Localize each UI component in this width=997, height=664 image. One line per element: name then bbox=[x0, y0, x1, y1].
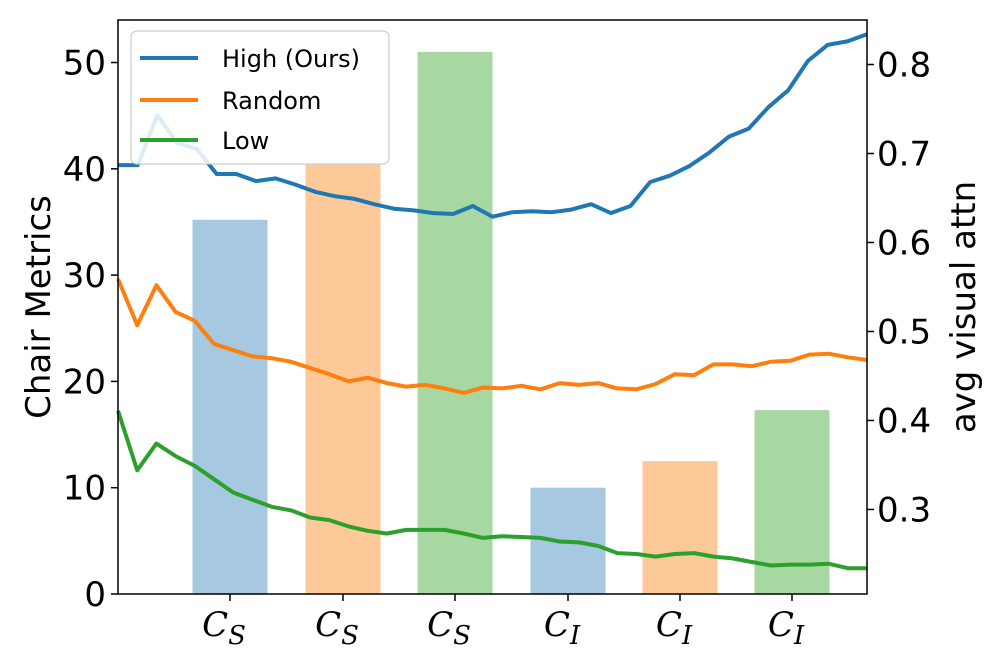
category-label: CI bbox=[544, 605, 581, 651]
right-tick-label: 0.6 bbox=[877, 223, 931, 263]
legend-label-low: Low bbox=[222, 127, 269, 155]
category-label: CS bbox=[427, 605, 471, 651]
bar-5 bbox=[642, 461, 718, 594]
right-axis-title: avg visual attn bbox=[944, 181, 984, 433]
series-line-random bbox=[116, 278, 868, 395]
series-line-low bbox=[116, 410, 867, 571]
series-line-high-ours bbox=[118, 32, 868, 219]
category-label: CS bbox=[202, 605, 246, 651]
left-tick-label: 10 bbox=[63, 469, 106, 509]
left-axis-title: Chair Metrics bbox=[19, 195, 59, 419]
category-label: CI bbox=[656, 605, 693, 651]
bar-1 bbox=[192, 219, 268, 594]
lines-layer bbox=[116, 32, 868, 571]
legend-label-high: High (Ours) bbox=[222, 45, 360, 73]
legend-box bbox=[130, 30, 390, 165]
right-tick-label: 0.7 bbox=[877, 134, 931, 174]
right-tick-label: 0.5 bbox=[877, 312, 931, 352]
category-label: CI bbox=[768, 605, 805, 651]
right-tick-label: 0.4 bbox=[877, 401, 931, 441]
left-tick-label: 50 bbox=[63, 44, 106, 84]
legend-label-random: Random bbox=[222, 87, 321, 115]
left-tick-label: 0 bbox=[84, 575, 106, 615]
right-tick-label: 0.8 bbox=[877, 45, 931, 85]
left-axis: 0 10 20 30 40 50 bbox=[63, 44, 118, 615]
right-axis: 0.3 0.4 0.5 0.6 0.7 0.8 bbox=[867, 45, 931, 530]
right-tick-label: 0.3 bbox=[877, 490, 931, 530]
bar-3 bbox=[417, 51, 493, 594]
left-tick-label: 20 bbox=[63, 362, 106, 402]
category-axis: CS CS CS CI CI CI bbox=[202, 594, 805, 651]
left-tick-label: 30 bbox=[63, 256, 106, 296]
plot-frame bbox=[117, 19, 868, 595]
left-tick-label: 40 bbox=[63, 150, 106, 190]
category-label: CS bbox=[315, 605, 359, 651]
legend: High (Ours) Random Low bbox=[130, 30, 390, 165]
